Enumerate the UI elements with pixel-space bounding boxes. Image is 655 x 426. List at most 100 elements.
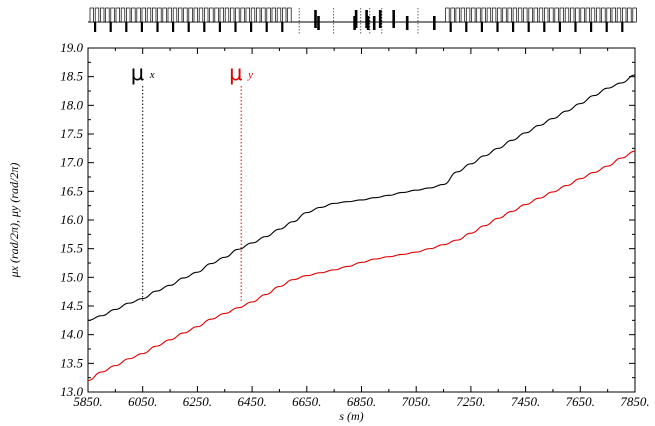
lattice-dipole [287, 7, 292, 23]
y-tick-label: 14.5 [60, 298, 83, 313]
lattice-dipole [115, 7, 120, 23]
lattice-element [365, 10, 368, 28]
x-tick-label: 6250. [183, 394, 212, 409]
lattice-dipole [570, 7, 575, 23]
annotation-mu-y: μ [229, 61, 242, 85]
lattice-dipole [178, 7, 183, 23]
lattice-dipole [528, 7, 533, 23]
plot-axes [87, 47, 636, 393]
lattice-dipole [481, 7, 486, 23]
lattice-dipole [188, 7, 193, 23]
lattice-dipole [606, 7, 611, 23]
lattice-dipole [141, 7, 146, 23]
lattice-quadrupole [543, 22, 546, 32]
lattice-quadrupole [187, 22, 190, 32]
lattice-dipole [596, 7, 601, 23]
lattice-quadrupole [172, 22, 175, 32]
lattice-dipole [460, 7, 466, 23]
lattice-dipole [219, 7, 224, 23]
x-axis-title: s (m) [339, 409, 363, 423]
lattice-dipole [554, 7, 559, 23]
lattice-quadrupole [218, 22, 221, 32]
lattice-dipole [455, 7, 460, 23]
lattice-quadrupole [480, 22, 483, 32]
series-line-2 [87, 150, 636, 382]
x-ticks: 5850. 6050. 6250. 6450. 6650. 6850. 7050. 7250.… [73, 48, 650, 409]
y-tick-label: 17.0 [60, 155, 83, 170]
lattice-dipole [271, 7, 276, 23]
y-tick-label: 18.0 [60, 97, 83, 112]
lattice-quadrupole [574, 22, 577, 32]
lattice-dipole [601, 7, 606, 23]
lattice-dipole [465, 7, 471, 23]
lattice-dipole [282, 7, 287, 23]
lattice-dipole [507, 7, 512, 23]
y-tick-label: 15.0 [60, 269, 83, 284]
lattice-dipole [549, 7, 554, 23]
lattice-dipole [585, 7, 590, 23]
lattice-dipole [590, 7, 596, 23]
lattice-dipole [245, 7, 250, 23]
lattice-quadrupole [621, 22, 624, 32]
lattice-dipole [632, 7, 637, 23]
lattice-element [366, 16, 370, 30]
lattice-element [353, 16, 356, 30]
lattice-quadrupole [605, 22, 608, 32]
lattice-dipole [512, 7, 518, 23]
y-tick-label: 17.5 [60, 126, 83, 141]
lattice-dipole [538, 7, 544, 23]
lattice-quadrupole [449, 22, 452, 32]
lattice-dipole [497, 7, 502, 23]
lattice-dipole [94, 7, 100, 23]
lattice-dipole [110, 7, 115, 23]
lattice-quadrupole [465, 22, 468, 32]
lattice-dipole [120, 7, 126, 23]
x-tick-label: 5850. [73, 394, 102, 409]
lattice-dipole [450, 7, 455, 23]
lattice-dipole [209, 7, 214, 23]
lattice-quadrupole [558, 22, 561, 32]
x-tick-label: 7450. [511, 394, 540, 409]
lattice-quadrupole [527, 22, 530, 32]
plot-frame [87, 47, 636, 393]
lattice-dipole [502, 7, 507, 23]
lattice-quadrupole [234, 22, 237, 32]
lattice-dipole [564, 7, 570, 23]
lattice-dipole [261, 7, 266, 23]
lattice-dipole [167, 7, 172, 23]
lattice-dipole [136, 7, 141, 23]
lattice-dipole [235, 7, 240, 23]
lattice-dipole [616, 7, 622, 23]
lattice-quadrupole [203, 22, 206, 32]
lattice-dipole [580, 7, 585, 23]
x-tick-label: 6650. [292, 394, 321, 409]
lattice-dipole [476, 7, 481, 23]
lattice-dipole [523, 7, 528, 23]
lattice-quadrupole [281, 22, 284, 32]
lattice-dipole [491, 7, 497, 23]
lattice-quadrupole [590, 22, 593, 32]
lattice-dipole [276, 7, 282, 23]
lattice-dipole [533, 7, 538, 23]
lattice-dipole [89, 7, 94, 23]
annotation-mu-x: μ [131, 61, 144, 85]
lattice-element [372, 16, 376, 30]
lattice-dipole [559, 7, 564, 23]
lattice-dipole [152, 7, 157, 23]
lattice-quadrupole [512, 22, 515, 32]
lattice-quadrupole [109, 22, 112, 32]
lattice-element [405, 16, 409, 30]
x-tick-label: 6050. [128, 394, 157, 409]
y-tick-label: 16.5 [60, 183, 83, 198]
lattice-dipole [611, 7, 616, 23]
lattice-dipole [544, 7, 549, 23]
lattice-dipole [486, 7, 492, 23]
lattice-dipole [146, 7, 152, 23]
lattice-element [433, 16, 436, 30]
lattice-dipole [214, 7, 219, 23]
lattice-quadrupole [140, 22, 143, 32]
lattice-dipole [157, 7, 162, 23]
x-tick-label: 7250. [456, 394, 485, 409]
